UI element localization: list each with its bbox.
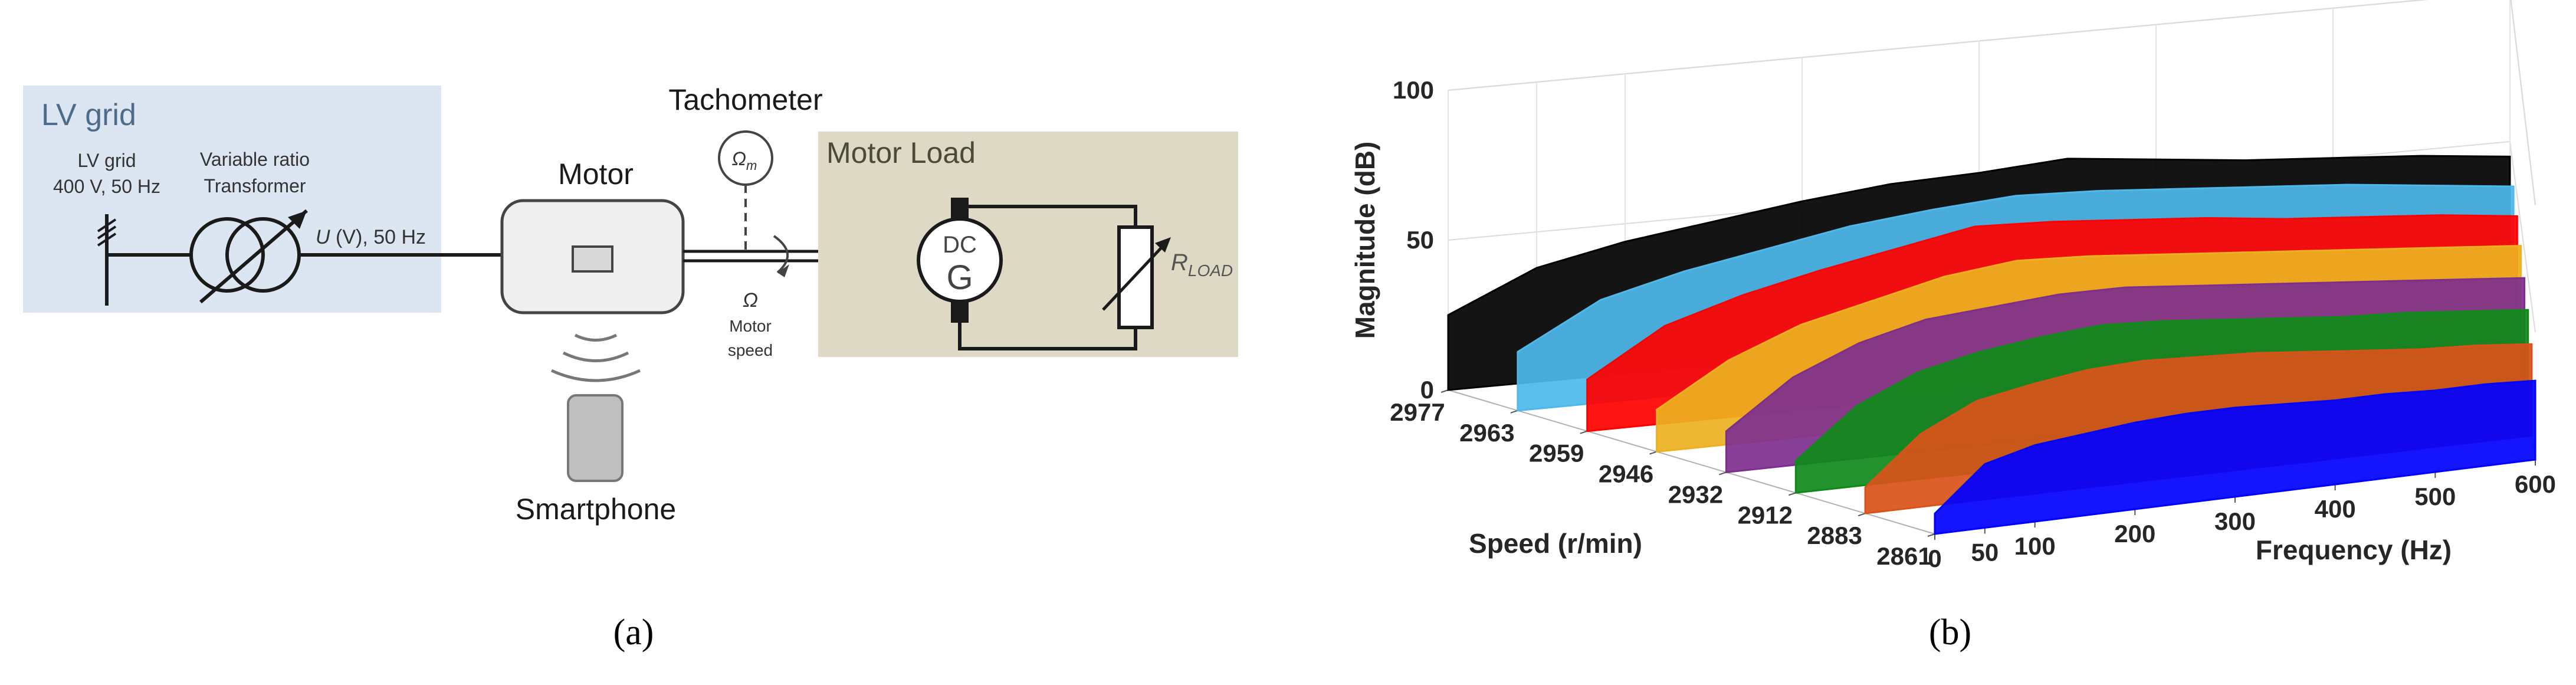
caption: (b) [1929,612,1971,653]
y-tick-label: 2861 [1876,542,1931,570]
z-axis-label: Magnitude (dB) [1350,142,1380,339]
x-tick-label: 100 [2014,532,2056,560]
z-tick-label: 100 [1393,76,1434,104]
y-tick [1788,492,1796,496]
label: 400 V, 50 Hz [53,176,160,197]
waves [550,333,641,382]
g-label: G [946,258,973,297]
label: Motor [729,317,772,335]
x-tick-label: 0 [1928,545,1941,572]
x-tick-label: 500 [2414,483,2456,510]
dc-machine [917,217,1003,303]
tachometer-label: Tachometer [668,83,822,116]
arrow-head [288,211,307,229]
motor-label: Motor [558,158,634,191]
y-tick [1510,409,1518,414]
label: (V), 50 Hz [330,226,426,248]
arrow-head [777,264,789,277]
z-tick-label: 50 [1406,226,1434,254]
symbol: U [316,226,330,248]
label: U (V), 50 Hz [316,226,426,248]
label: Transformer [204,175,306,196]
subscript: m [746,158,757,173]
y-tick [1858,513,1866,517]
panel-b: 0 50 100 0 50 100 200 300 400 500 600 2977 2963 2959 2… [1350,0,2556,572]
z-tick-label: 0 [1420,376,1434,404]
y-tick-label: 2959 [1529,440,1584,467]
subscript: LOAD [1188,261,1233,280]
x-tick-label: 200 [2114,520,2155,548]
spectrum [1934,379,2536,535]
transformer-coil [189,217,265,293]
arrow-head [1155,237,1171,253]
symbol: Ω [732,148,746,169]
dc-label: DC [943,232,977,258]
y-tick-label: 2912 [1738,501,1793,529]
x-tick-label: 600 [2515,470,2556,498]
label: speed [728,341,773,359]
resistor-label: RLOAD [1171,250,1233,280]
y-tick-label: 2977 [1390,398,1445,426]
tacho-symbol: Ωm [732,148,757,173]
axis-frame [1448,389,1935,535]
smartphone [567,394,624,482]
wire [958,302,1137,350]
y-tick-label: 2946 [1599,460,1653,488]
y-tick-label: 2963 [1459,419,1514,447]
y-tick-label: 2932 [1668,480,1723,508]
label: LV grid [77,150,136,171]
panel-a: LV grid LV grid 400 V, 50 Hz Variable ra… [23,83,1238,653]
rotation-arrow [773,235,789,274]
symbol: R [1171,250,1188,276]
variable-arrow [199,209,308,304]
hash [97,218,117,247]
x-tick-label: 400 [2315,495,2356,523]
box-title: LV grid [41,98,136,132]
motor-shaft [572,245,613,273]
y-tick [1719,471,1727,476]
label: Variable ratio [200,149,310,170]
y-tick [1927,533,1935,537]
y-tick [1440,389,1449,393]
x-axis-label: Frequency (Hz) [2256,535,2452,565]
speed-symbol: Ω [743,289,758,312]
y-tick-label: 2883 [1807,522,1862,549]
y-tick [1649,451,1657,455]
y-tick [1580,430,1588,434]
caption: (a) [613,612,654,653]
smartphone-label: Smartphone [516,493,676,526]
y-axis-label: Speed (r/min) [1469,528,1642,559]
x-tick-label: 300 [2214,507,2256,535]
x-tick-label: 50 [1971,539,1999,566]
box-title: Motor Load [826,136,976,169]
variable-arrow [1102,241,1168,311]
